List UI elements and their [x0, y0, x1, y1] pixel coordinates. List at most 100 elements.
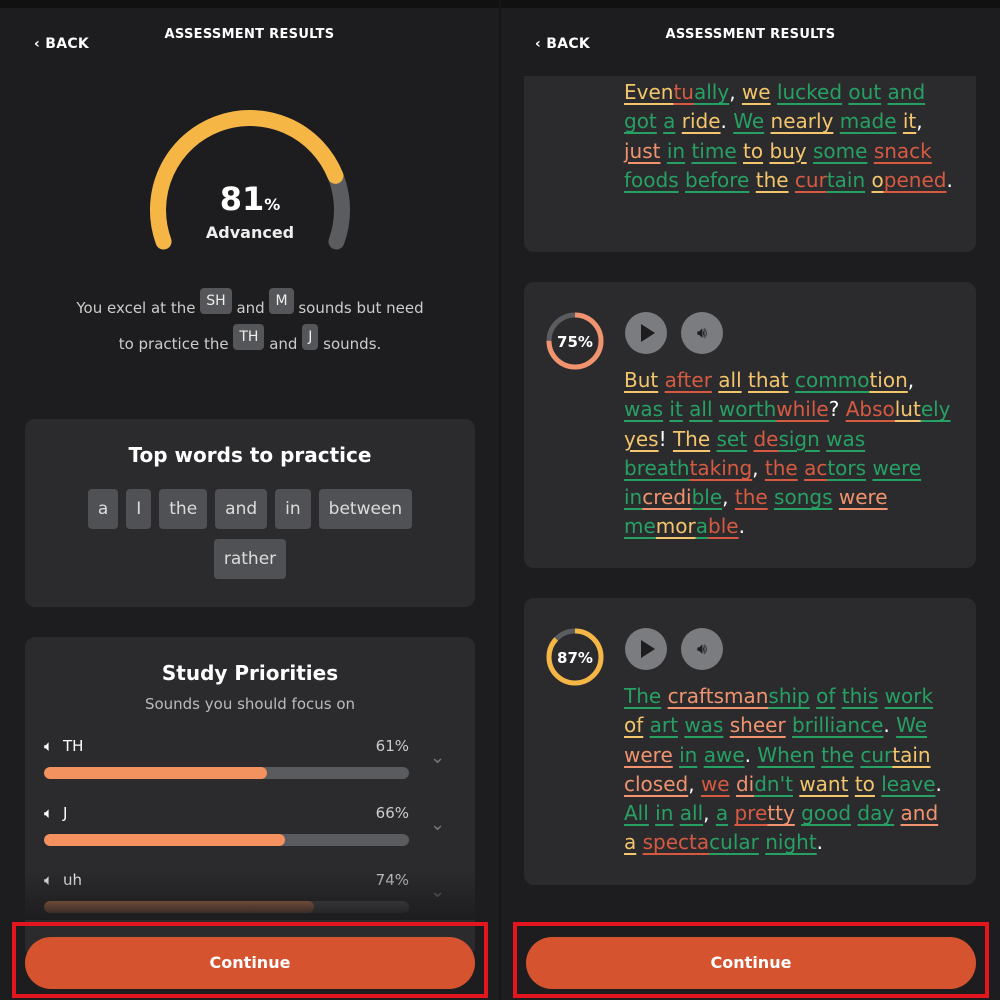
- passage-word[interactable]: and: [901, 801, 939, 825]
- passage-word[interactable]: awe.: [704, 743, 751, 767]
- passage-word[interactable]: When: [757, 743, 814, 767]
- passage-word[interactable]: pretty: [734, 801, 794, 825]
- play-button[interactable]: [625, 628, 667, 670]
- passage-word[interactable]: after: [665, 368, 712, 392]
- passage-word[interactable]: in: [655, 801, 673, 825]
- passage-word[interactable]: The: [673, 427, 710, 451]
- passage-word[interactable]: actors: [804, 456, 866, 480]
- passage-word[interactable]: we: [701, 772, 730, 796]
- passage-word[interactable]: work: [885, 684, 933, 708]
- passage-word[interactable]: it,: [903, 109, 923, 133]
- passage-word[interactable]: was: [826, 427, 865, 451]
- play-button[interactable]: [625, 312, 667, 354]
- passage-word[interactable]: curtain: [860, 743, 930, 767]
- practice-word[interactable]: between: [318, 489, 413, 529]
- passage-word[interactable]: yes!: [624, 427, 667, 451]
- passage-word[interactable]: We: [896, 713, 927, 737]
- audio-button[interactable]: 🔊︎: [681, 312, 723, 354]
- passage-word[interactable]: we: [742, 80, 771, 104]
- passage-word[interactable]: Eventually,: [624, 80, 736, 104]
- passage-word[interactable]: set: [717, 427, 748, 451]
- practice-word[interactable]: and: [215, 489, 268, 529]
- passage-word[interactable]: were: [839, 485, 888, 509]
- back-button[interactable]: ‹ BACK: [535, 36, 591, 52]
- passage-word[interactable]: this: [842, 684, 879, 708]
- passage-word[interactable]: curtain: [795, 168, 865, 192]
- passage-word[interactable]: design: [753, 427, 819, 451]
- passage-word[interactable]: leave.: [881, 772, 942, 796]
- passage-word[interactable]: night.: [765, 830, 823, 854]
- passage-word[interactable]: all: [718, 368, 741, 392]
- speaker-icon[interactable]: 🔈︎: [44, 737, 54, 755]
- passage-word[interactable]: craftsmanship: [668, 684, 810, 708]
- passage-word[interactable]: to: [743, 139, 763, 163]
- passage-word[interactable]: all,: [680, 801, 710, 825]
- passage-word[interactable]: some: [813, 139, 867, 163]
- passage-word[interactable]: The: [624, 684, 661, 708]
- passage-word[interactable]: all: [689, 397, 712, 421]
- passage-word[interactable]: incredible,: [624, 485, 729, 509]
- passage-word[interactable]: the: [765, 456, 798, 480]
- passage-word[interactable]: was: [624, 397, 663, 421]
- passage-word[interactable]: was: [684, 713, 723, 737]
- passage-word[interactable]: made: [840, 109, 897, 133]
- passage-word[interactable]: snack: [874, 139, 932, 163]
- passage-word[interactable]: foods: [624, 168, 679, 192]
- passage-word[interactable]: lucked: [777, 80, 842, 104]
- back-button[interactable]: ‹ BACK: [34, 36, 90, 52]
- speaker-icon[interactable]: 🔈︎: [44, 804, 54, 822]
- continue-button[interactable]: Continue: [25, 937, 475, 989]
- passage-word[interactable]: it: [669, 397, 682, 421]
- passage-word[interactable]: got: [624, 109, 657, 133]
- passage-word[interactable]: art: [650, 713, 678, 737]
- practice-word[interactable]: in: [275, 489, 311, 529]
- passage-word[interactable]: of: [816, 684, 835, 708]
- passage-word[interactable]: in: [667, 139, 685, 163]
- passage-word[interactable]: of: [624, 713, 643, 737]
- passage-word[interactable]: before: [685, 168, 749, 192]
- passage-word[interactable]: the: [735, 485, 768, 509]
- passage-word[interactable]: nearly: [771, 109, 834, 133]
- passage-word[interactable]: memorable.: [624, 514, 745, 538]
- passage-word[interactable]: to: [855, 772, 875, 796]
- passage-word[interactable]: a: [624, 830, 636, 854]
- continue-button[interactable]: Continue: [526, 937, 976, 989]
- passage-word[interactable]: that: [748, 368, 789, 392]
- passage-word[interactable]: the: [756, 168, 789, 192]
- passage-word[interactable]: didn't: [736, 772, 793, 796]
- passage-word[interactable]: worthwhile?: [719, 397, 839, 421]
- passage-word[interactable]: were: [624, 743, 673, 767]
- chevron-down-icon[interactable]: ⌄: [430, 747, 446, 768]
- passage-word[interactable]: time: [691, 139, 736, 163]
- passage-word[interactable]: All: [624, 801, 649, 825]
- audio-button[interactable]: 🔊︎: [681, 628, 723, 670]
- passage-word[interactable]: were: [872, 456, 921, 480]
- passage-word[interactable]: day: [857, 801, 894, 825]
- practice-word[interactable]: a: [87, 489, 119, 529]
- chevron-down-icon[interactable]: ⌄: [430, 814, 446, 835]
- passage-word[interactable]: spectacular: [643, 830, 759, 854]
- passage-word[interactable]: in: [679, 743, 697, 767]
- passage-word[interactable]: just: [624, 139, 661, 163]
- passage-word[interactable]: want: [799, 772, 848, 796]
- passage-word[interactable]: brilliance.: [792, 713, 890, 737]
- passage-word[interactable]: good: [801, 801, 851, 825]
- priority-item[interactable]: 🔈︎ TH 61%: [44, 737, 409, 779]
- passage-word[interactable]: sheer: [730, 713, 786, 737]
- practice-word[interactable]: rather: [213, 539, 287, 579]
- passage-word[interactable]: breathtaking,: [624, 456, 759, 480]
- passage-word[interactable]: songs: [774, 485, 832, 509]
- passage-word[interactable]: But: [624, 368, 658, 392]
- priority-item[interactable]: 🔈︎ J 66%: [44, 804, 409, 846]
- passage-word[interactable]: a: [663, 109, 675, 133]
- practice-word[interactable]: the: [159, 489, 208, 529]
- passage-word[interactable]: closed,: [624, 772, 695, 796]
- passage-word[interactable]: a: [716, 801, 728, 825]
- passage-word[interactable]: out: [848, 80, 881, 104]
- passage-word[interactable]: and: [888, 80, 926, 104]
- passage-word[interactable]: We: [733, 109, 764, 133]
- passage-word[interactable]: Absolutely: [846, 397, 951, 421]
- passage-word[interactable]: ride.: [682, 109, 727, 133]
- passage-word[interactable]: the: [821, 743, 854, 767]
- practice-word[interactable]: I: [126, 489, 152, 529]
